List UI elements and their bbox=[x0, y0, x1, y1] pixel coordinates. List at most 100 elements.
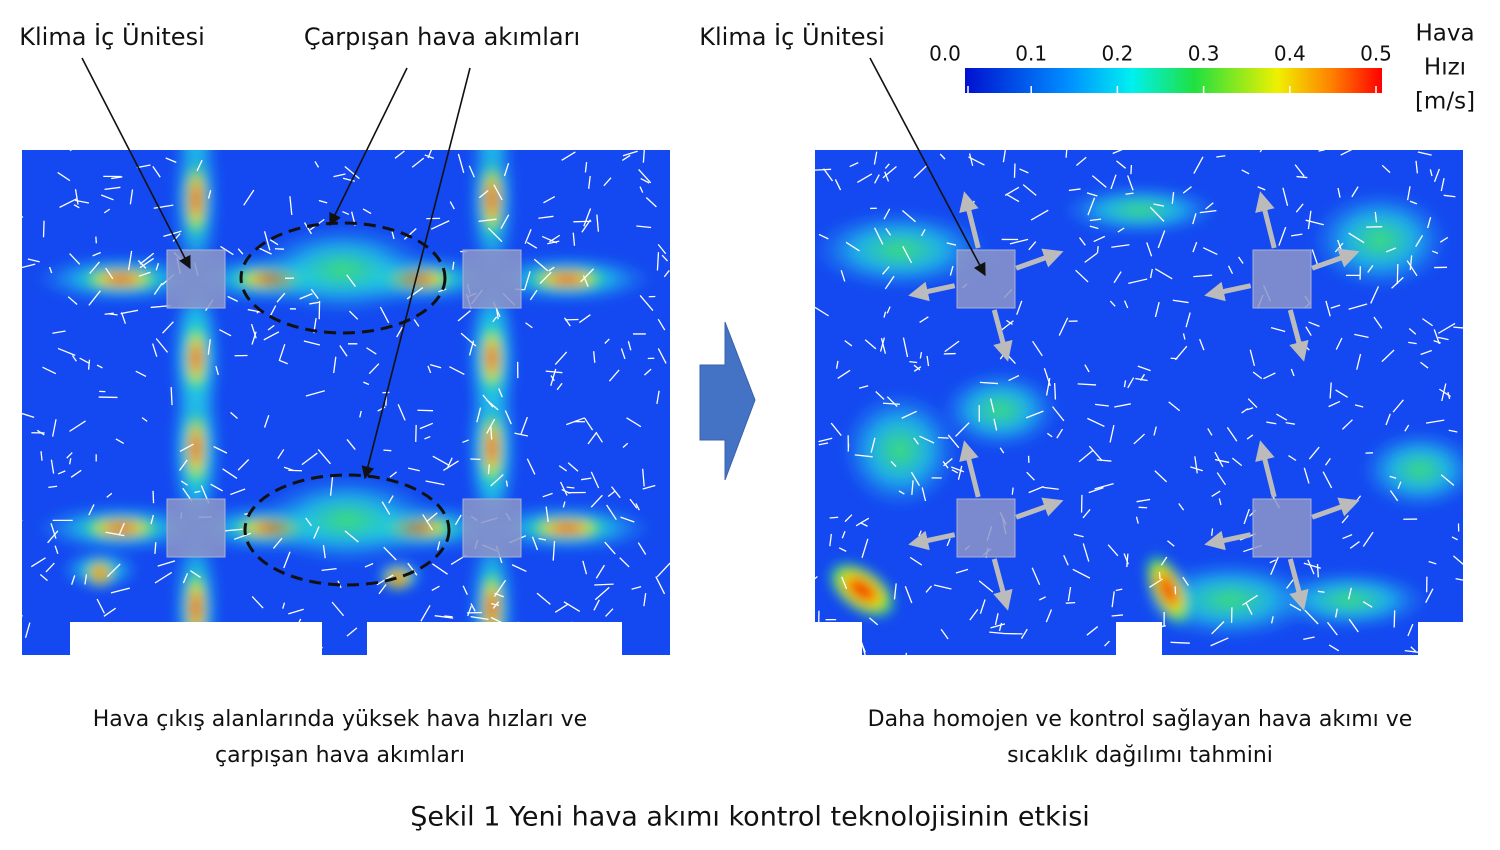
flow-vector bbox=[1285, 422, 1296, 425]
flow-vector bbox=[1056, 428, 1064, 439]
flow-vector bbox=[182, 573, 189, 584]
airflow-arrow bbox=[1204, 281, 1252, 302]
flow-vector bbox=[627, 340, 632, 351]
flow-vector bbox=[1168, 401, 1181, 412]
right-flow-panel bbox=[815, 150, 1463, 655]
flow-vector bbox=[526, 241, 538, 249]
flow-vector bbox=[491, 602, 500, 607]
flow-vector bbox=[48, 266, 53, 274]
flow-vector bbox=[391, 231, 395, 240]
flow-vector bbox=[1330, 304, 1341, 309]
flow-vector bbox=[834, 179, 842, 191]
flow-vector bbox=[886, 306, 891, 314]
flow-vector bbox=[88, 504, 95, 516]
flow-vector bbox=[1305, 219, 1324, 226]
flow-vector bbox=[1091, 175, 1107, 188]
flow-vector bbox=[548, 266, 555, 272]
flow-jet bbox=[481, 74, 503, 144]
flow-vector bbox=[955, 422, 970, 437]
flow-vector bbox=[153, 282, 163, 295]
flow-vector bbox=[1231, 457, 1243, 467]
airflow-arrow bbox=[1255, 191, 1277, 249]
flow-vector bbox=[882, 165, 897, 179]
flow-vector bbox=[1016, 300, 1023, 315]
flow-vector bbox=[841, 576, 848, 590]
flow-vector bbox=[947, 434, 960, 449]
flow-vector bbox=[1305, 326, 1312, 336]
flow-vector bbox=[1385, 247, 1397, 253]
flow-vector bbox=[1227, 265, 1234, 275]
flow-vector bbox=[629, 498, 638, 509]
flow-vector bbox=[57, 470, 66, 475]
flow-vector bbox=[22, 614, 23, 624]
flow-vector bbox=[92, 251, 101, 257]
flow-vector bbox=[849, 162, 859, 168]
flow-vector bbox=[1096, 459, 1112, 462]
flow-vector bbox=[432, 455, 450, 467]
flow-vector bbox=[470, 603, 476, 612]
flow-vector bbox=[1192, 241, 1198, 253]
flow-vector bbox=[913, 366, 922, 372]
flow-vector bbox=[282, 602, 286, 609]
flow-vector bbox=[1127, 175, 1134, 191]
flow-vector bbox=[383, 449, 392, 452]
flow-vector bbox=[544, 641, 557, 655]
colorbar-title: Hızı bbox=[1424, 55, 1466, 81]
flow-vector bbox=[554, 351, 568, 366]
flow-vector bbox=[860, 642, 868, 655]
flow-vector bbox=[1453, 326, 1463, 330]
flow-vector bbox=[303, 222, 312, 235]
flow-vector bbox=[272, 537, 283, 549]
flow-vector bbox=[1028, 241, 1037, 251]
flow-vector bbox=[921, 487, 927, 502]
flow-vector bbox=[1116, 160, 1127, 169]
flow-jet bbox=[86, 559, 114, 587]
flow-vector bbox=[1409, 255, 1413, 271]
flow-vector bbox=[596, 214, 600, 232]
flow-vector bbox=[1396, 263, 1399, 284]
flow-vector bbox=[500, 214, 510, 229]
flow-vector bbox=[396, 630, 400, 637]
flow-vector bbox=[179, 443, 194, 453]
flow-vector bbox=[913, 437, 919, 445]
flow-vector bbox=[22, 412, 35, 419]
flow-vector bbox=[818, 437, 833, 443]
flow-vector bbox=[1259, 150, 1268, 153]
flow-vector bbox=[590, 471, 600, 489]
flow-vector bbox=[362, 208, 372, 215]
flow-vector bbox=[595, 431, 603, 443]
flow-vector bbox=[1269, 559, 1276, 564]
flow-vector bbox=[1045, 609, 1053, 623]
flow-vector bbox=[838, 547, 847, 552]
flow-vector bbox=[554, 603, 569, 613]
flow-vector bbox=[1006, 319, 1013, 325]
colorbar-tick-label: 0.5 bbox=[1360, 42, 1392, 66]
flow-vector bbox=[607, 490, 616, 498]
flow-vector bbox=[411, 157, 425, 168]
flow-vector bbox=[943, 458, 953, 467]
flow-vector bbox=[643, 593, 647, 607]
flow-vector bbox=[1030, 209, 1049, 221]
flow-vector bbox=[141, 417, 148, 422]
flow-vector bbox=[196, 159, 203, 172]
flow-vector bbox=[52, 330, 66, 334]
flow-vector bbox=[879, 337, 886, 352]
flow-vector bbox=[898, 490, 905, 495]
flow-vector bbox=[429, 363, 442, 369]
flow-vector bbox=[990, 623, 1006, 629]
flow-vector bbox=[538, 537, 547, 541]
flow-vector bbox=[1374, 211, 1378, 223]
flow-vector bbox=[562, 501, 566, 508]
flow-vector bbox=[1243, 508, 1250, 525]
flow-vector bbox=[462, 439, 470, 444]
flow-jet bbox=[185, 323, 207, 393]
indoor-unit bbox=[166, 249, 226, 309]
flow-vector bbox=[388, 495, 394, 504]
flow-vector bbox=[333, 173, 346, 178]
flow-vector bbox=[394, 150, 405, 159]
flow-vector bbox=[452, 261, 455, 270]
flow-vector bbox=[1329, 382, 1332, 399]
flow-vector bbox=[883, 311, 887, 318]
flow-vector bbox=[840, 270, 846, 282]
flow-vector bbox=[158, 632, 167, 639]
